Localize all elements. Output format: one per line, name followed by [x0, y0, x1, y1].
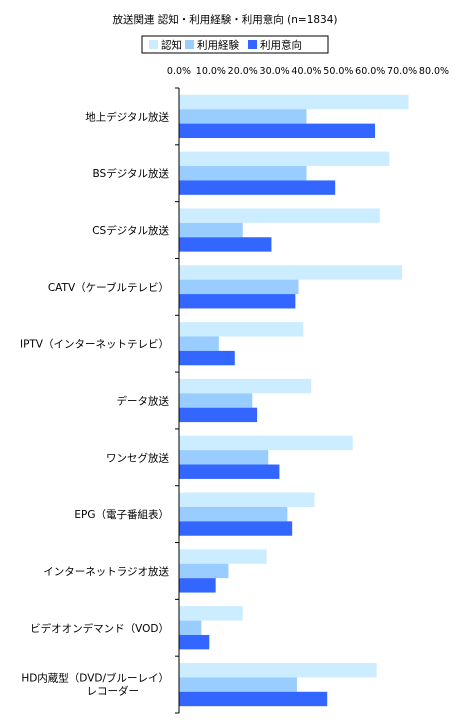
bar-3-3 [179, 237, 272, 252]
chart-legend: 認知 利用経験 利用意向 [141, 35, 329, 54]
bar-1-7 [179, 435, 353, 451]
x-tick-label: 20.0% [228, 66, 258, 77]
bar-2-4 [179, 279, 299, 295]
bar-2-3 [179, 222, 243, 238]
x-tick-label: 0.0% [167, 66, 191, 77]
x-tick-label: 50.0% [323, 66, 353, 77]
bar-2-11 [179, 677, 297, 692]
bar-2-8 [179, 506, 288, 522]
bar-3-1 [179, 123, 376, 139]
x-tick-label: 30.0% [260, 66, 290, 77]
bar-1-10 [179, 606, 243, 621]
bar-1-9 [179, 549, 267, 564]
plot-area [179, 94, 409, 707]
category-label-2: BSデジタル放送 [93, 167, 170, 180]
legend-label-2: 利用経験 [197, 39, 239, 52]
legend-swatch-2 [185, 40, 194, 49]
x-tick-label: 10.0% [196, 66, 226, 77]
legend-label-1: 認知 [161, 39, 182, 52]
bar-3-8 [179, 521, 293, 536]
y-axis: 地上デジタル放送 BSデジタル放送 CSデジタル放送 CATV（ケーブルテレビ） IPT… [20, 87, 180, 714]
x-tick-label: 70.0% [387, 66, 417, 77]
category-label-9: インターネットラジオ放送 [43, 565, 169, 578]
category-label-11: HD内蔵型（DVD/ブルーレイ）レコーダー [21, 672, 169, 698]
bar-3-11 [179, 691, 328, 707]
category-label-1: 地上デジタル放送 [85, 110, 169, 123]
legend-label-3: 利用意向 [260, 39, 302, 52]
category-label-8: EPG（電子番組表） [74, 508, 169, 521]
x-tick-label: 40.0% [291, 66, 321, 77]
bar-1-4 [179, 265, 403, 280]
x-tick-label: 60.0% [355, 66, 385, 77]
bar-2-9 [179, 563, 229, 579]
bar-1-5 [179, 322, 304, 337]
x-axis: 0.0% 10.0% 20.0% 30.0% 40.0% 50.0% 60.0% 70.0% 8… [167, 66, 449, 77]
bar-3-5 [179, 350, 235, 366]
category-label-6: データ放送 [117, 395, 170, 408]
category-label-7: ワンセグ放送 [106, 451, 169, 464]
bar-2-6 [179, 393, 253, 408]
bar-1-2 [179, 151, 390, 167]
bar-3-2 [179, 180, 336, 195]
bar-1-1 [179, 94, 409, 110]
category-label-5: IPTV（インターネットテレビ） [20, 339, 169, 351]
bar-2-5 [179, 336, 219, 351]
bar-3-4 [179, 294, 296, 309]
bar-2-1 [179, 109, 307, 124]
category-label-10: ビデオオンデマンド（VOD） [30, 622, 169, 635]
chart-title: 放送関連 認知・利用経験・利用意向 (n=1834) [112, 13, 337, 26]
category-label-4: CATV（ケーブルテレビ） [48, 281, 169, 294]
bar-1-11 [179, 662, 377, 678]
x-tick-label: 80.0% [419, 66, 449, 77]
bar-1-6 [179, 378, 312, 394]
bar-1-3 [179, 208, 380, 223]
legend-swatch-1 [149, 40, 158, 49]
bar-3-7 [179, 464, 280, 479]
bar-2-2 [179, 166, 307, 181]
category-label-3: CSデジタル放送 [92, 224, 169, 237]
bar-2-7 [179, 450, 269, 465]
bar-2-10 [179, 620, 202, 635]
bar-3-9 [179, 578, 216, 593]
legend-swatch-3 [248, 40, 257, 49]
bar-3-10 [179, 634, 210, 650]
bar-3-6 [179, 407, 258, 423]
bar-1-8 [179, 492, 315, 507]
